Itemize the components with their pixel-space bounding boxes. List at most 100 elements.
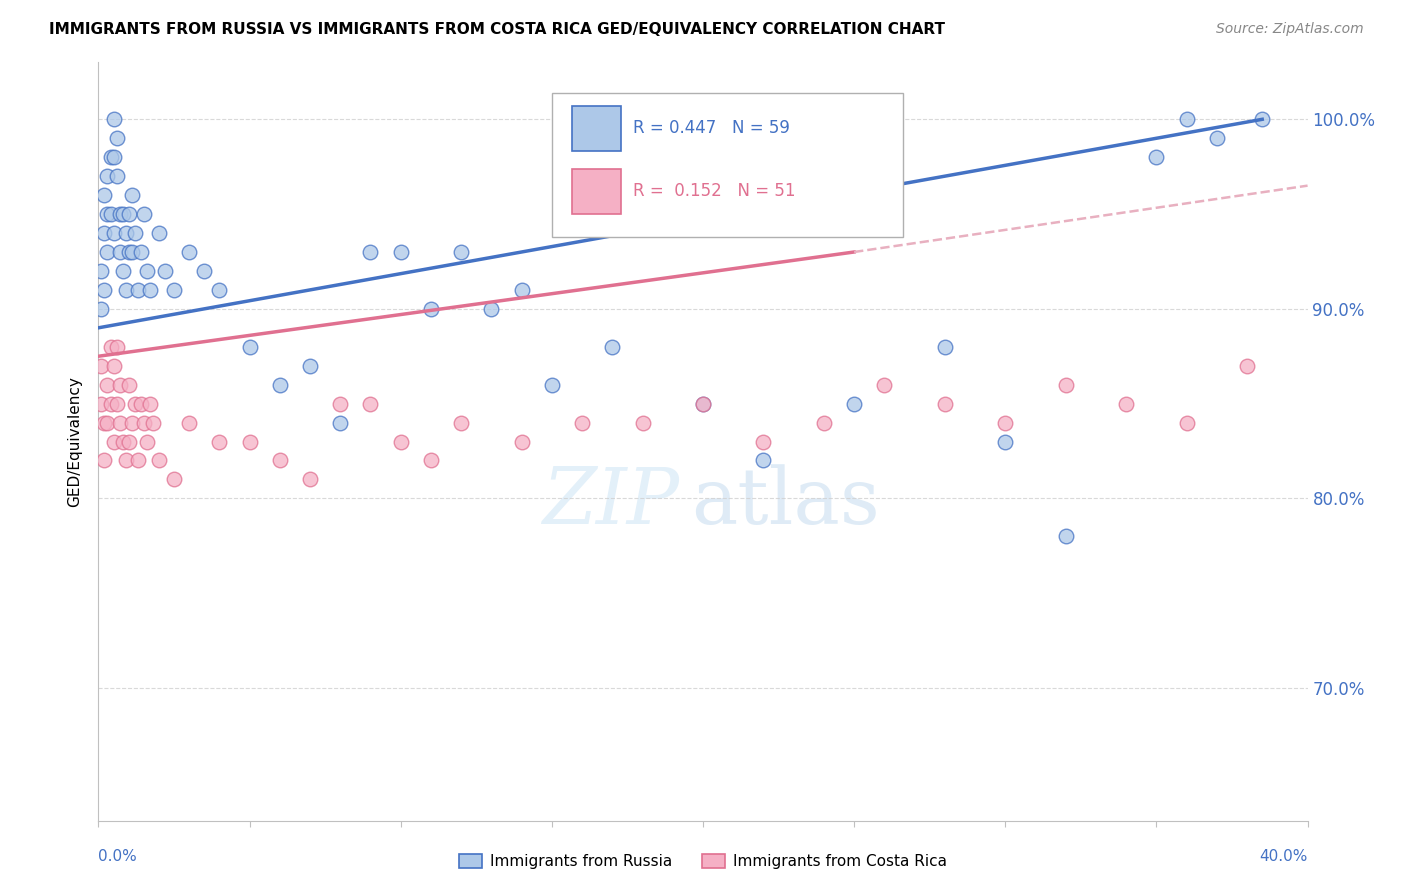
Point — [208, 434, 231, 449]
Point — [1175, 112, 1198, 127]
FancyBboxPatch shape — [572, 105, 621, 151]
Text: IMMIGRANTS FROM RUSSIA VS IMMIGRANTS FROM COSTA RICA GED/EQUIVALENCY CORRELATION: IMMIGRANTS FROM RUSSIA VS IMMIGRANTS FRO… — [49, 22, 945, 37]
Point — [111, 264, 134, 278]
Point — [360, 244, 382, 259]
Point — [96, 244, 118, 259]
Point — [114, 283, 136, 297]
Point — [105, 131, 128, 145]
Point — [108, 244, 131, 259]
Point — [752, 434, 775, 449]
Point — [1206, 131, 1229, 145]
Point — [269, 377, 291, 392]
Point — [934, 397, 956, 411]
Point — [571, 416, 593, 430]
Point — [118, 244, 141, 259]
Point — [873, 377, 896, 392]
Point — [148, 453, 170, 467]
Point — [111, 434, 134, 449]
Point — [100, 207, 122, 221]
Point — [135, 264, 157, 278]
Text: Source: ZipAtlas.com: Source: ZipAtlas.com — [1216, 22, 1364, 37]
Point — [127, 453, 149, 467]
Point — [118, 434, 141, 449]
Point — [124, 226, 146, 240]
Point — [389, 244, 412, 259]
Point — [124, 397, 146, 411]
Point — [93, 283, 115, 297]
Point — [163, 283, 186, 297]
Point — [329, 397, 352, 411]
Point — [193, 264, 215, 278]
Point — [510, 283, 533, 297]
Point — [360, 397, 382, 411]
Point — [153, 264, 176, 278]
Point — [1251, 112, 1274, 127]
Text: 40.0%: 40.0% — [1260, 849, 1308, 864]
Point — [108, 207, 131, 221]
Point — [93, 188, 115, 202]
Point — [96, 416, 118, 430]
Point — [994, 416, 1017, 430]
Point — [121, 416, 143, 430]
Point — [90, 359, 112, 373]
Point — [934, 340, 956, 354]
Point — [121, 188, 143, 202]
Point — [129, 397, 152, 411]
Point — [329, 416, 352, 430]
Point — [127, 283, 149, 297]
Point — [1236, 359, 1258, 373]
Point — [96, 377, 118, 392]
Point — [96, 207, 118, 221]
Point — [510, 434, 533, 449]
Point — [108, 377, 131, 392]
Point — [90, 301, 112, 316]
Point — [111, 207, 134, 221]
Point — [1054, 529, 1077, 543]
Point — [139, 397, 162, 411]
Point — [420, 301, 443, 316]
Point — [1115, 397, 1137, 411]
Point — [692, 397, 714, 411]
Point — [108, 416, 131, 430]
Point — [105, 340, 128, 354]
Point — [90, 264, 112, 278]
Point — [299, 359, 322, 373]
Y-axis label: GED/Equivalency: GED/Equivalency — [67, 376, 83, 507]
Text: 0.0%: 0.0% — [98, 849, 138, 864]
Point — [114, 226, 136, 240]
Point — [93, 416, 115, 430]
Text: atlas: atlas — [690, 465, 880, 540]
Point — [118, 377, 141, 392]
Point — [163, 473, 186, 487]
Point — [103, 359, 125, 373]
Point — [93, 226, 115, 240]
Point — [114, 453, 136, 467]
Point — [100, 150, 122, 164]
Point — [179, 416, 201, 430]
Point — [1146, 150, 1168, 164]
Point — [105, 169, 128, 184]
Point — [93, 453, 115, 467]
Point — [132, 207, 155, 221]
Text: ZIP: ZIP — [541, 464, 679, 541]
Point — [103, 226, 125, 240]
Point — [389, 434, 412, 449]
Point — [813, 416, 835, 430]
Point — [994, 434, 1017, 449]
Point — [269, 453, 291, 467]
Point — [239, 340, 262, 354]
Point — [844, 397, 866, 411]
Point — [103, 150, 125, 164]
Text: R =  0.152   N = 51: R = 0.152 N = 51 — [633, 182, 796, 201]
Point — [139, 283, 162, 297]
Point — [100, 340, 122, 354]
Point — [602, 340, 624, 354]
Point — [100, 397, 122, 411]
Point — [179, 244, 201, 259]
Point — [96, 169, 118, 184]
Point — [90, 397, 112, 411]
FancyBboxPatch shape — [572, 169, 621, 214]
Point — [148, 226, 170, 240]
Point — [631, 416, 654, 430]
Point — [118, 207, 141, 221]
